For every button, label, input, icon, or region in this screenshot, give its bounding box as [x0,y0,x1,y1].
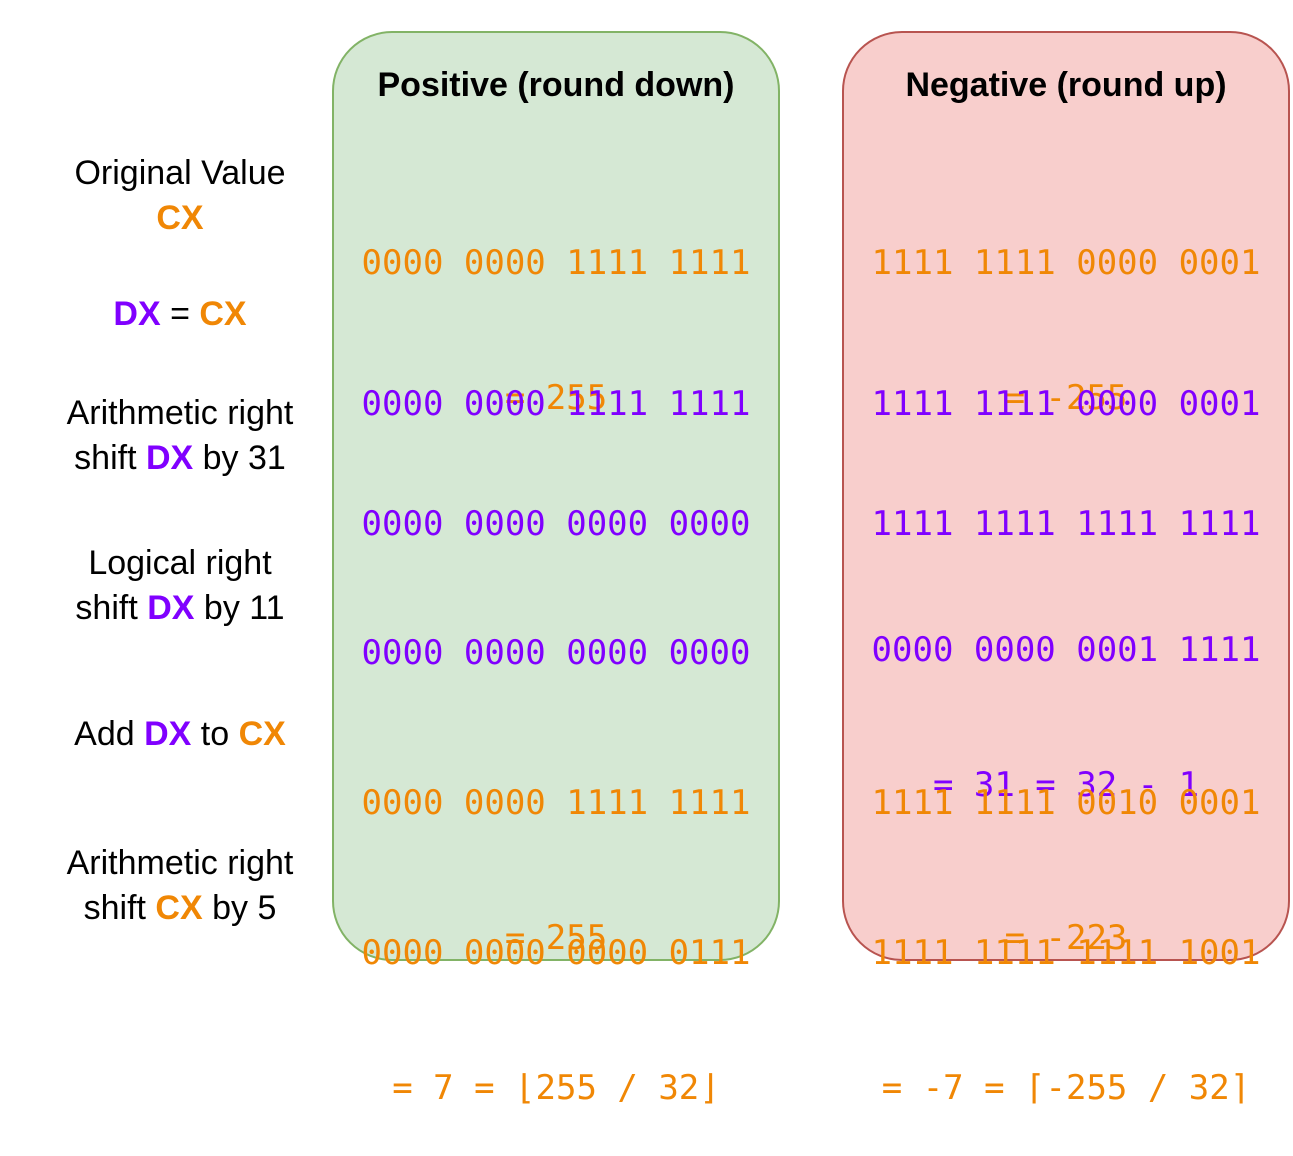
negative-original-value: 1111 1111 0000 0001 = -255 [842,151,1290,466]
negative-dx-logical-shift: 0000 0000 0001 1111 = 31 = 32 - 1 [842,538,1290,853]
decimal-value: = 31 = 32 - 1 [932,765,1200,805]
decimal-value: = -7 = ⌈-255 / 32⌉ [881,1068,1251,1108]
positive-dx-logical-shift: 0000 0000 0000 0000 [332,541,780,721]
row-label-final-pre: shift [83,889,156,927]
row-label-logical-shift-dx: Logical right shift DX by 11 [30,541,330,631]
row-label-final-line1: Arithmetic right [66,844,294,882]
decimal-value: = 255 [504,918,608,958]
binary-value: 0000 0000 1111 1111 [361,384,751,424]
binary-value: 1111 1111 1111 1111 [871,504,1261,544]
row-label-arith-shift-cx: Arithmetic right shift CX by 5 [30,841,330,931]
row-label-original-text: Original Value [74,154,286,192]
decimal-value: = 255 [504,378,608,418]
dx-register-label: DX [145,439,194,477]
row-label-copy: DX = CX [30,292,330,337]
binary-value: 0000 0000 1111 1111 [361,783,751,823]
cx-register-label: CX [156,199,204,237]
cx-register-label: CX [155,889,203,927]
row-label-arith-pre: shift [74,439,146,477]
row-label-logical-post: by 11 [194,589,285,627]
row-label-logical-pre: shift [75,589,148,627]
binary-value: 0000 0000 0001 1111 [871,630,1261,670]
decimal-value: = -223 [1004,918,1128,958]
negative-dx-arith-shift: 1111 1111 1111 1111 [842,412,1290,592]
binary-value: 0000 0000 0000 0000 [361,633,751,673]
positive-add-result: 0000 0000 1111 1111 = 255 [332,691,780,1006]
row-label-arith-line1: Arithmetic right [66,394,294,432]
cx-register-label: CX [199,295,247,333]
row-label-add-mid: to [191,715,239,753]
row-label-original: Original Value CX [30,151,330,241]
positive-column-title: Positive (round down) [377,66,735,104]
row-label-arith-post: by 31 [193,439,286,477]
equals-sign: = [160,295,200,333]
binary-value: 1111 1111 0010 0001 [871,783,1261,823]
binary-value: 0000 0000 1111 1111 [361,243,751,283]
positive-column-panel: Positive (round down) [332,31,780,961]
cx-register-label: CX [238,715,286,753]
negative-column-title: Negative (round up) [905,66,1227,104]
positive-final-result: 0000 0000 0000 0111 = 7 = ⌊255 / 32⌋ [332,841,780,1156]
row-label-add-pre: Add [74,715,145,753]
binary-value: 1111 1111 1111 1001 [871,933,1261,973]
negative-add-result: 1111 1111 0010 0001 = -223 [842,691,1290,1006]
dx-register-label: DX [147,589,195,627]
row-label-logical-line1: Logical right [88,544,272,582]
positive-dx-arith-shift: 0000 0000 0000 0000 [332,412,780,592]
decimal-value: = -255 [1004,378,1128,418]
decimal-value: = 7 = ⌊255 / 32⌋ [392,1068,720,1108]
dx-register-label: DX [113,295,161,333]
positive-original-value: 0000 0000 1111 1111 = 255 [332,151,780,466]
binary-value: 1111 1111 0000 0001 [871,384,1261,424]
dx-register-label: DX [144,715,192,753]
row-label-add: Add DX to CX [30,712,330,757]
binary-value: 0000 0000 0000 0111 [361,933,751,973]
negative-final-result: 1111 1111 1111 1001 = -7 = ⌈-255 / 32⌉ [842,841,1290,1156]
binary-value: 1111 1111 0000 0001 [871,243,1261,283]
row-label-final-post: by 5 [202,889,277,927]
row-label-arith-shift-dx: Arithmetic right shift DX by 31 [30,391,330,481]
positive-dx-copy: 0000 0000 1111 1111 [332,292,780,472]
binary-value: 0000 0000 0000 0000 [361,504,751,544]
negative-column-panel: Negative (round up) [842,31,1290,961]
negative-dx-copy: 1111 1111 0000 0001 [842,292,1290,472]
